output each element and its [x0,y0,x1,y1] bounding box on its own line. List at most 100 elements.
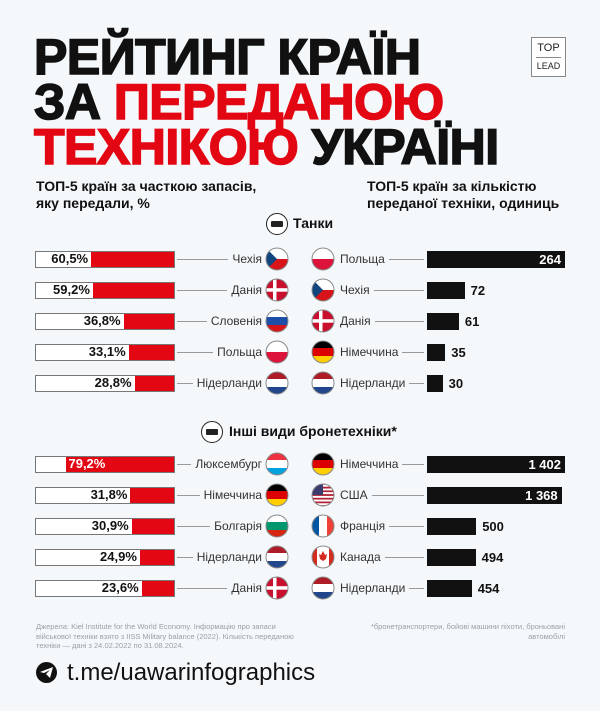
flag-icon [265,371,289,395]
connector-line [373,290,424,291]
value-label: 494 [481,549,504,565]
percent-bar: 23,6% [35,579,175,597]
count-bar [427,579,472,597]
connector-line [402,464,424,465]
country-label: Німеччина [340,345,399,359]
telegram-link[interactable]: t.me/uawarinfographics [67,659,316,686]
connector-line [374,321,424,322]
percent-bar-fill [123,313,174,329]
count-bar [427,312,459,330]
flag-icon [311,340,335,364]
percent-bar-fill [139,549,174,565]
logo-top: TOP [537,42,560,54]
country-label: Нідерланди [340,581,406,595]
count-bar [427,250,565,268]
percent-bar: 59,2% [35,281,175,299]
connector-line [177,259,229,260]
count-bar [427,281,465,299]
count-bar [427,517,477,535]
value-label: 30,9% [91,517,129,533]
flag-icon [311,452,335,476]
connector-line [177,290,228,291]
country-label: Нідерланди [340,376,406,390]
value-label: 28,8% [94,374,132,390]
country-label: Люксембург [195,457,262,471]
count-bar [427,343,446,361]
flag-icon [265,247,289,271]
connector-line [389,526,424,527]
right-subtitle: ТОП-5 країн за кількістю переданої техні… [367,178,560,211]
country-label: Канада [340,550,381,564]
value-label: 24,9% [100,548,137,564]
country-label: Франція [340,519,386,533]
connector-line [388,259,424,260]
connector-line [177,352,214,353]
title-line-1: РЕЙТИНГ КРАЇН [33,29,422,85]
flag-icon [265,576,289,600]
country-label: Чехія [340,283,370,297]
percent-bar: 79,2% [35,455,175,473]
country-label: Нідерланди [196,550,262,564]
country-label: Німеччина [203,488,262,502]
title-text: ЗА [33,74,114,130]
country-label: Данія [231,283,262,297]
value-label: 60,5% [51,250,89,266]
connector-line [177,557,193,558]
title-line-2: ЗА ПЕРЕДАНОЮ [33,74,445,130]
percent-bar: 28,8% [35,374,175,392]
country-label: Болгарія [214,519,262,533]
title-highlight: ПЕРЕДАНОЮ [113,74,445,130]
country-label: Польща [340,252,385,266]
value-label: 35 [451,344,466,360]
value-label: 79,2% [68,455,106,471]
value-label: 59,2% [53,281,90,297]
armored-vehicle-icon [201,421,223,443]
flag-icon [311,371,335,395]
percent-bar: 30,9% [35,517,175,535]
percent-bar-fill [134,375,174,391]
connector-line [177,321,207,322]
flag-icon [265,514,289,538]
title-text: УКРАЇНІ [298,119,500,175]
value-label: 30 [448,375,464,391]
connector-line [177,526,211,527]
value-label: 33,1% [88,343,126,359]
value-label: 31,8% [90,486,128,502]
percent-bar-fill [128,344,174,360]
flag-icon [265,278,289,302]
count-bar [427,486,562,504]
percent-bar: 24,9% [35,548,175,566]
logo-bottom: LEAD [536,61,561,71]
flag-icon [311,545,335,569]
flag-icon [311,576,335,600]
top-lead-logo: TOP LEAD [531,37,566,77]
tank-icon [266,213,288,235]
flag-icon [265,545,289,569]
telegram-icon[interactable] [36,662,57,683]
flag-icon [265,452,289,476]
section-other: Інші види бронетехніки* [229,423,397,439]
flag-icon [311,278,335,302]
connector-line [177,588,228,589]
flag-icon [265,309,289,333]
connector-line [177,464,192,465]
source-note: Джерела: Kiel Institute for the World Ec… [36,622,294,650]
country-label: Чехія [232,252,262,266]
percent-bar: 36,8% [35,312,175,330]
country-label: Данія [231,581,262,595]
country-label: США [340,488,368,502]
country-label: Польща [217,345,262,359]
percent-bar-fill [91,251,174,267]
section-tanks: Танки [293,215,334,231]
title-text: РЕЙТИНГ КРАЇН [33,29,422,85]
value-label: 72 [470,282,486,298]
connector-line [384,557,424,558]
value-label: 1 402 [528,456,561,472]
left-subtitle: ТОП-5 країн за часткою запасів, яку пере… [36,178,257,211]
count-bar [427,548,476,566]
connector-line [409,588,424,589]
flag-icon [311,247,335,271]
flag-icon [311,483,335,507]
percent-bar-fill [92,282,174,298]
flag-icon [265,483,289,507]
